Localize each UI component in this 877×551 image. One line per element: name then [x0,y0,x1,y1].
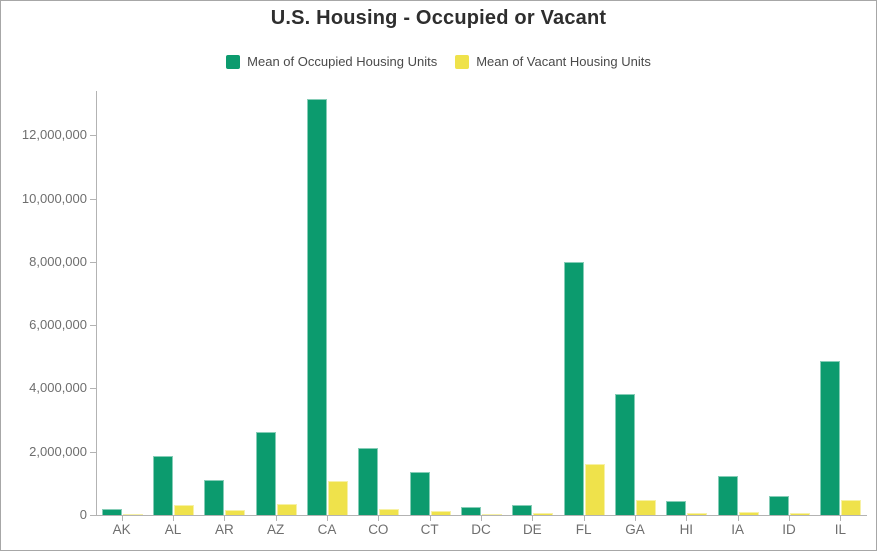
bar-occupied-ID[interactable] [769,496,789,515]
bar-vacant-IA[interactable] [739,512,759,515]
bar-occupied-FL[interactable] [564,262,584,515]
bar-occupied-IA[interactable] [718,476,738,515]
bar-vacant-AR[interactable] [225,510,245,515]
bar-occupied-CA[interactable] [307,99,327,515]
y-axis-label: 8,000,000 [29,253,87,269]
y-axis-label: 0 [79,507,87,522]
legend-item-occupied[interactable]: Mean of Occupied Housing Units [226,54,437,69]
y-axis-tick [90,198,96,200]
bar-occupied-AR[interactable] [204,480,224,515]
y-axis-label: 10,000,000 [21,190,87,206]
bar-vacant-AZ[interactable] [277,504,297,515]
bar-vacant-DC[interactable] [482,514,502,515]
x-axis-tick [686,516,687,521]
x-axis-label-AL: AL [164,522,182,537]
x-axis-tick [635,516,636,521]
y-axis-tick [90,325,96,327]
x-axis-tick [224,516,225,521]
y-axis-tick [90,515,96,516]
bar-occupied-HI[interactable] [666,501,686,515]
bar-vacant-CA[interactable] [328,481,348,515]
legend-color-chip-occupied [226,54,241,69]
legend-item-vacant[interactable]: Mean of Vacant Housing Units [455,54,651,69]
x-axis-label-AR: AR [214,522,234,537]
x-axis-tick [481,516,482,521]
bar-occupied-CO[interactable] [358,448,378,515]
bar-vacant-CT[interactable] [431,511,451,515]
x-axis-tick [738,516,739,521]
bar-occupied-DE[interactable] [512,505,532,515]
bar-occupied-CT[interactable] [410,472,430,515]
x-axis-label-AK: AK [112,522,131,537]
bar-occupied-AZ[interactable] [256,432,276,515]
legend-color-chip-vacant [455,54,470,69]
bar-occupied-GA[interactable] [615,394,635,515]
bar-vacant-HI[interactable] [687,513,707,515]
x-axis-tick [532,516,533,521]
x-axis-label-CO: CO [368,522,389,537]
bar-vacant-ID[interactable] [790,513,810,515]
x-axis-tick [122,516,123,521]
bar-vacant-IL[interactable] [841,500,861,515]
bar-occupied-DC[interactable] [461,507,481,515]
y-axis-tick [90,261,96,263]
legend-label-vacant: Mean of Vacant Housing Units [476,54,651,69]
bar-vacant-AK[interactable] [123,514,143,515]
x-axis-tick [584,516,585,521]
x-axis-line [96,515,867,516]
legend-label-occupied: Mean of Occupied Housing Units [247,54,438,69]
x-axis-tick [276,516,277,521]
x-axis-tick [430,516,431,521]
x-axis-tick [789,516,790,521]
bar-vacant-GA[interactable] [636,500,656,515]
y-axis-label: 2,000,000 [29,443,87,459]
bar-vacant-CO[interactable] [379,509,399,515]
x-axis-label-AZ: AZ [267,522,285,537]
bar-occupied-AL[interactable] [153,456,173,515]
x-axis-label-GA: GA [625,522,645,537]
x-axis-label-ID: ID [782,522,796,537]
y-axis-tick [90,451,96,453]
bar-occupied-IL[interactable] [820,361,840,515]
x-axis-label-CA: CA [317,522,337,537]
x-axis-label-IA: IA [731,522,745,537]
y-axis-tick [90,135,96,137]
y-axis-label: 12,000,000 [21,127,87,143]
chart-legend: Mean of Occupied Housing Units Mean of V… [1,54,876,69]
x-axis-label-CT: CT [420,522,439,537]
x-axis-tick [378,516,379,521]
x-axis-label-FL: FL [575,522,592,537]
y-axis-line [96,91,97,515]
x-axis-tick [173,516,174,521]
y-axis-label: 4,000,000 [29,380,87,396]
bar-vacant-FL[interactable] [585,464,605,515]
y-axis-label: 6,000,000 [29,317,87,333]
x-axis-label-IL: IL [834,522,846,537]
x-axis-label-DC: DC [471,522,491,537]
x-axis-label-DE: DE [522,522,542,537]
x-axis-label-HI: HI [679,522,694,537]
y-axis-tick [90,388,96,390]
chart-title: U.S. Housing - Occupied or Vacant [270,7,607,29]
bar-occupied-AK[interactable] [102,509,122,515]
bar-vacant-AL[interactable] [174,505,194,515]
x-axis-tick [840,516,841,521]
x-axis-tick [327,516,328,521]
bar-vacant-DE[interactable] [533,513,553,515]
